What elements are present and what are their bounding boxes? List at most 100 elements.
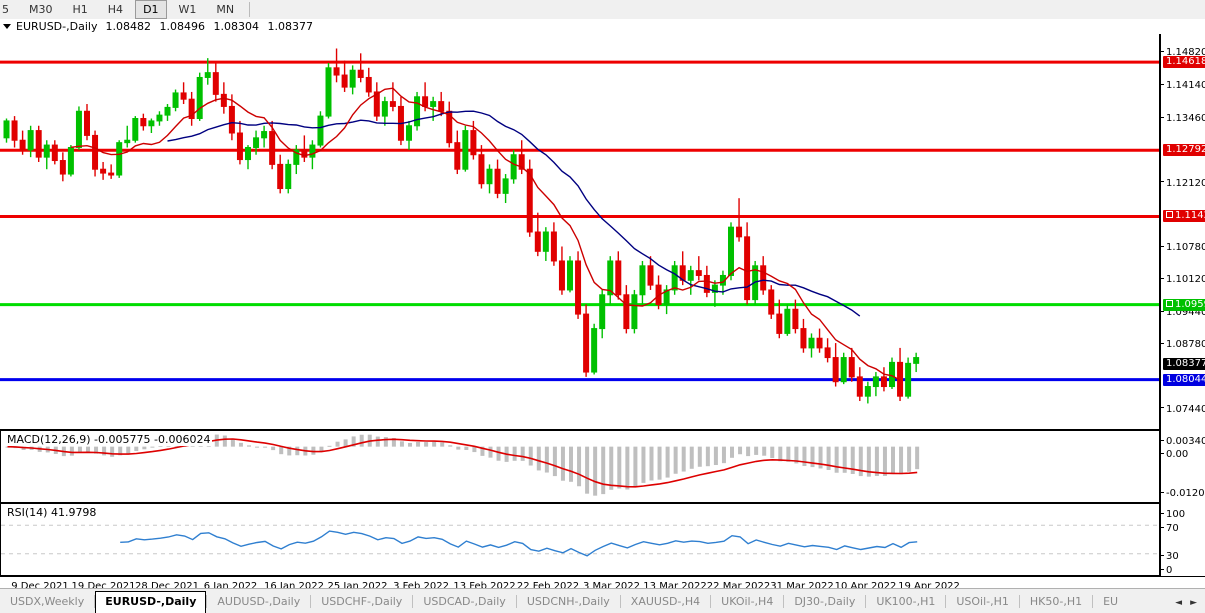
tab-divider bbox=[515, 595, 517, 608]
ohlc-close: 1.08377 bbox=[267, 20, 313, 33]
price-tick: 1.09440 bbox=[1161, 307, 1205, 318]
date-axis: 9 Dec 2021 19 Dec 2021 28 Dec 2021 6 Jan 20… bbox=[0, 576, 1205, 598]
date-label: 3 Feb 2022 bbox=[393, 581, 449, 592]
tab-scroll-left-icon[interactable]: ◄ bbox=[1175, 598, 1183, 608]
macd-pane[interactable]: MACD(12,26,9) -0.005775 -0.006024 bbox=[0, 430, 1160, 503]
date-label: 28 Dec 2021 bbox=[135, 581, 199, 592]
date-label: 25 Jan 2022 bbox=[327, 581, 388, 592]
price-level-value: 1.08044 bbox=[1166, 373, 1205, 385]
chart-area: EURUSD-,Daily 1.08482 1.08496 1.08304 1.… bbox=[0, 19, 1205, 592]
ohlc-open: 1.08482 bbox=[105, 20, 151, 33]
chart-tab-eurusddaily[interactable]: EURUSD-,Daily bbox=[95, 591, 207, 613]
toolbar-divider bbox=[249, 2, 251, 17]
price-tick: 1.14140 bbox=[1161, 80, 1205, 91]
date-label: 19 Dec 2021 bbox=[71, 581, 136, 592]
price-tick: 1.12120 bbox=[1161, 178, 1205, 189]
chart-tab-xauusdh4[interactable]: XAUUSD-,H4 bbox=[630, 595, 701, 608]
tab-scroll-controls: ◄ ► bbox=[1171, 598, 1205, 613]
price-tick: 1.10120 bbox=[1161, 274, 1205, 285]
tab-divider bbox=[619, 595, 621, 608]
price-scale[interactable]: 1.14820 1.14140 1.13460 1.12120 1.10780 1.101… bbox=[1160, 34, 1205, 576]
price-level-label-red[interactable]: 1.14618 bbox=[1163, 56, 1205, 69]
date-label: 22 Mar 2022 bbox=[706, 581, 771, 592]
price-level-label-black[interactable]: 1.08377 bbox=[1163, 357, 1205, 370]
date-label: 6 Jan 2022 bbox=[203, 581, 258, 592]
chart-symbol-label: EURUSD-,Daily bbox=[16, 20, 98, 33]
chart-tab-bar: USDX,Weekly EURUSD-,Daily AUDUSD-,Daily USD… bbox=[0, 588, 1205, 613]
tab-divider bbox=[710, 595, 712, 608]
price-level-label-green[interactable]: 1.09596 bbox=[1163, 298, 1205, 311]
chart-tab-uk100h1[interactable]: UK100-,H1 bbox=[876, 595, 936, 608]
date-label: 13 Feb 2022 bbox=[453, 581, 516, 592]
price-tick: 1.08780 bbox=[1161, 339, 1205, 350]
rsi-tick: 0 bbox=[1161, 565, 1172, 576]
rsi-plot bbox=[1, 524, 1159, 557]
timeframe-w1-button[interactable]: W1 bbox=[178, 3, 197, 16]
triangle-down-icon[interactable] bbox=[3, 24, 11, 29]
date-label: 16 Jan 2022 bbox=[264, 581, 324, 592]
price-tick: 1.10780 bbox=[1161, 242, 1205, 253]
date-label: 3 Mar 2022 bbox=[582, 581, 641, 592]
chart-tab-hk50h1[interactable]: HK50-,H1 bbox=[1029, 595, 1083, 608]
timeframe-h1-button[interactable]: H1 bbox=[72, 3, 88, 16]
tab-divider bbox=[783, 595, 785, 608]
price-tick: 1.07440 bbox=[1161, 404, 1205, 415]
macd-tick: 0.00 bbox=[1161, 449, 1188, 460]
date-label: 22 Feb 2022 bbox=[516, 581, 580, 592]
chart-tab-usoilh1[interactable]: USOil-,H1 bbox=[956, 595, 1009, 608]
macd-tick: -0.01205 bbox=[1161, 488, 1205, 499]
macd-plot bbox=[5, 434, 920, 496]
timeframe-h4-button[interactable]: H4 bbox=[107, 3, 124, 16]
timeframe-5-button[interactable]: 5 bbox=[2, 3, 9, 16]
date-label: 19 Apr 2022 bbox=[898, 581, 960, 592]
timeframe-m30-button[interactable]: M30 bbox=[29, 3, 53, 16]
chart-ohlc-values: 1.08482 1.08496 1.08304 1.08377 bbox=[105, 20, 318, 33]
chart-tab-usdchfdaily[interactable]: USDCHF-,Daily bbox=[321, 595, 403, 608]
tab-divider bbox=[206, 595, 208, 608]
timeframe-d1-button[interactable]: D1 bbox=[135, 0, 167, 19]
price-plot bbox=[0, 48, 1159, 404]
date-label: 31 Mar 2022 bbox=[770, 581, 834, 592]
timeframe-mn-button[interactable]: MN bbox=[216, 3, 235, 16]
tab-divider bbox=[865, 595, 867, 608]
rsi-tick: 30 bbox=[1161, 551, 1179, 562]
tab-divider bbox=[1018, 595, 1020, 608]
price-pane[interactable] bbox=[0, 34, 1160, 430]
timeframe-toolbar: 5 M30 H1 H4 D1 W1 MN bbox=[0, 0, 1205, 20]
price-tick: 1.13460 bbox=[1161, 113, 1205, 124]
date-label: 13 Mar 2022 bbox=[643, 581, 707, 592]
chart-tab-audusddaily[interactable]: AUDUSD-,Daily bbox=[217, 595, 301, 608]
chart-tab-usdcnhdaily[interactable]: USDCNH-,Daily bbox=[526, 595, 610, 608]
price-level-value: 1.14618 bbox=[1166, 56, 1205, 68]
price-level-label-blue[interactable]: 1.08044 bbox=[1163, 373, 1205, 386]
rsi-pane[interactable]: RSI(14) 41.9798 bbox=[0, 503, 1160, 576]
price-level-label-red[interactable]: 1.12792 bbox=[1163, 144, 1205, 157]
macd-tick: 0.003408 bbox=[1161, 436, 1205, 447]
date-label: 9 Dec 2021 bbox=[11, 581, 69, 592]
chart-tab-ukoilh4[interactable]: UKOil-,H4 bbox=[721, 595, 774, 608]
ohlc-low: 1.08304 bbox=[213, 20, 259, 33]
tab-scroll-right-icon[interactable]: ► bbox=[1190, 598, 1197, 608]
tab-divider bbox=[412, 595, 414, 608]
date-label: 10 Apr 2022 bbox=[834, 581, 897, 592]
chart-tab-usdcaddaily[interactable]: USDCAD-,Daily bbox=[423, 595, 506, 608]
macd-title: MACD(12,26,9) -0.005775 -0.006024 bbox=[5, 433, 213, 446]
chart-header: EURUSD-,Daily 1.08482 1.08496 1.08304 1.… bbox=[0, 19, 1205, 34]
chart-tab-eu[interactable]: EU bbox=[1103, 595, 1119, 608]
price-level-value: 1.08377 bbox=[1166, 357, 1205, 369]
price-level-label-red[interactable]: 1.11422 bbox=[1163, 210, 1205, 223]
tab-divider bbox=[945, 595, 947, 608]
price-level-value: 1.12792 bbox=[1166, 144, 1205, 156]
price-level-value: 1.09596 bbox=[1175, 298, 1205, 310]
chart-tab-usdxweekly[interactable]: USDX,Weekly bbox=[10, 595, 85, 608]
price-level-value: 1.11422 bbox=[1175, 210, 1205, 222]
tab-divider bbox=[94, 595, 96, 608]
tab-divider bbox=[1092, 595, 1094, 608]
ohlc-high: 1.08496 bbox=[159, 20, 205, 33]
price-tick: 1.14820 bbox=[1161, 47, 1205, 58]
rsi-tick: 100 bbox=[1161, 509, 1185, 520]
rsi-title: RSI(14) 41.9798 bbox=[5, 506, 99, 519]
chart-tab-dj30daily[interactable]: DJ30-,Daily bbox=[794, 595, 856, 608]
tab-divider bbox=[310, 595, 312, 608]
